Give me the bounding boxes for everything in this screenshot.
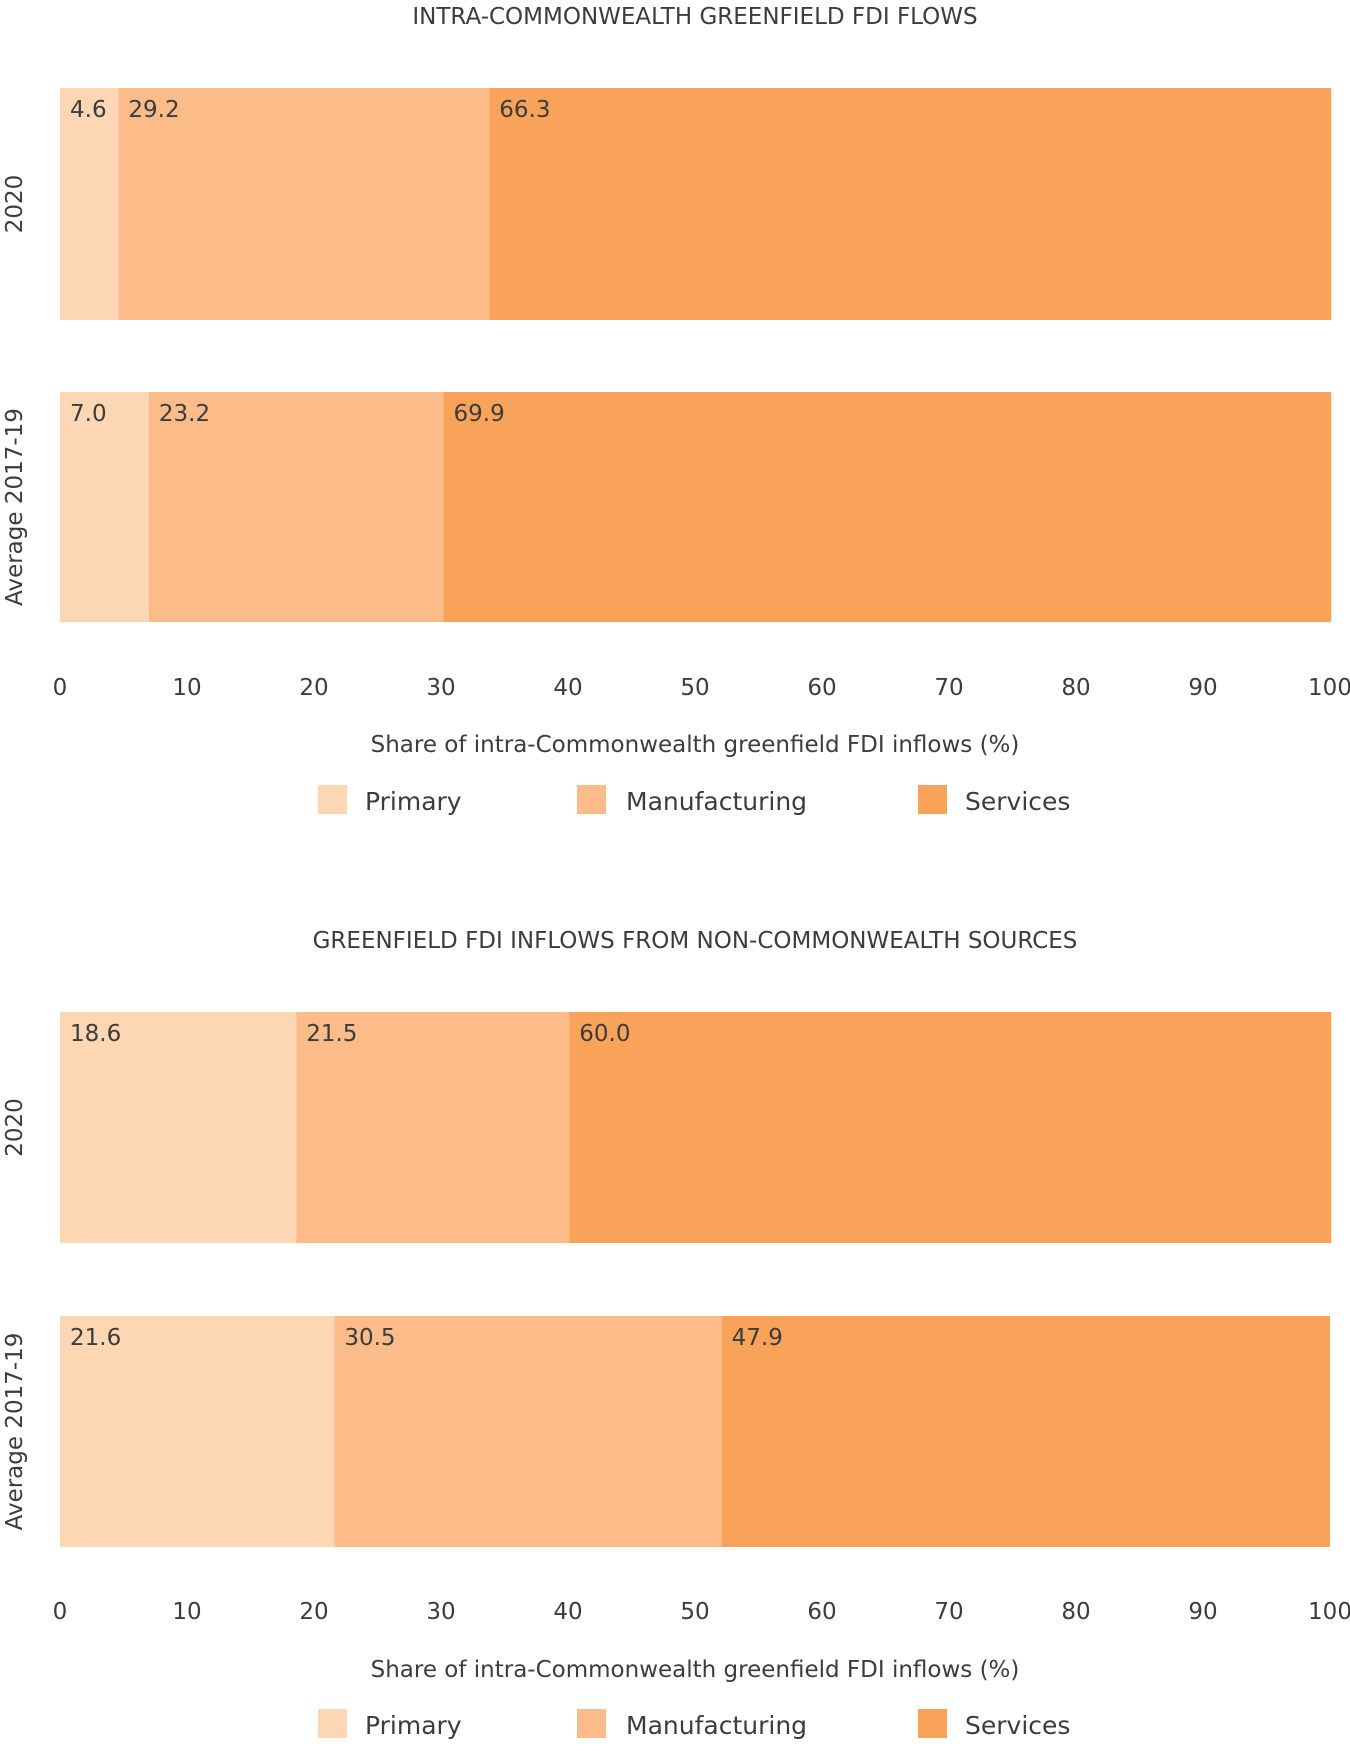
x-axis-label: Share of intra-Commonwealth greenfield F… xyxy=(371,1657,1020,1683)
category-label-average-2017-19: Average 2017-19 xyxy=(2,408,28,606)
data-label-primary-2020: 4.6 xyxy=(70,97,107,123)
chart-panel-1: INTRA-COMMONWEALTH GREENFIELD FDI FLOWS 4… xyxy=(2,4,1350,816)
x-tick-label: 10 xyxy=(172,675,201,701)
x-tick-label: 30 xyxy=(426,675,455,701)
legend-label-services: Services xyxy=(965,787,1070,816)
legend-swatch-services xyxy=(918,1709,947,1738)
data-label-manufacturing-average-2017-19: 23.2 xyxy=(159,401,210,427)
x-tick-label: 50 xyxy=(680,675,709,701)
data-label-primary-average-2017-19: 7.0 xyxy=(70,401,107,427)
data-label-primary-average-2017-19: 21.6 xyxy=(70,1325,121,1351)
bar-manufacturing-average-2017-19 xyxy=(148,392,444,622)
x-tick-label: 70 xyxy=(934,675,963,701)
legend-swatch-services xyxy=(918,785,947,814)
data-label-services-average-2017-19: 47.9 xyxy=(732,1325,783,1351)
x-tick-label: 10 xyxy=(172,1599,201,1625)
bar-manufacturing-2020 xyxy=(118,88,490,320)
x-tick-label: 100 xyxy=(1308,1599,1350,1625)
x-tick-label: 70 xyxy=(934,1599,963,1625)
data-label-manufacturing-2020: 29.2 xyxy=(128,97,179,123)
category-label-2020: 2020 xyxy=(2,175,28,234)
bar-services-2020 xyxy=(569,1012,1332,1243)
legend-swatch-manufacturing xyxy=(577,785,606,814)
legend-label-services: Services xyxy=(965,1711,1070,1740)
x-tick-label: 40 xyxy=(553,675,582,701)
x-axis-label: Share of intra-Commonwealth greenfield F… xyxy=(371,732,1020,758)
x-tick-label: 0 xyxy=(53,675,68,701)
chart-title: GREENFIELD FDI INFLOWS FROM NON-COMMONWE… xyxy=(313,928,1078,954)
x-tick-label: 100 xyxy=(1308,675,1350,701)
legend-label-primary: Primary xyxy=(365,787,462,816)
bar-manufacturing-2020 xyxy=(296,1012,570,1243)
x-tick-label: 40 xyxy=(553,1599,582,1625)
bar-primary-2020 xyxy=(60,88,119,320)
chart-panel-2: GREENFIELD FDI INFLOWS FROM NON-COMMONWE… xyxy=(2,928,1350,1740)
data-label-services-2020: 66.3 xyxy=(499,97,550,123)
bar-primary-average-2017-19 xyxy=(60,392,149,622)
bar-services-average-2017-19 xyxy=(721,1316,1330,1547)
bar-services-2020 xyxy=(489,88,1332,320)
data-label-services-2020: 60.0 xyxy=(579,1021,630,1047)
x-tick-label: 20 xyxy=(299,675,328,701)
x-tick-label: 30 xyxy=(426,1599,455,1625)
category-label-average-2017-19: Average 2017-19 xyxy=(2,1333,28,1531)
legend-label-manufacturing: Manufacturing xyxy=(626,1711,807,1740)
data-label-primary-2020: 18.6 xyxy=(70,1021,121,1047)
x-tick-label: 0 xyxy=(53,1599,68,1625)
bar-primary-2020 xyxy=(60,1012,297,1243)
category-label-2020: 2020 xyxy=(2,1098,28,1157)
x-tick-label: 60 xyxy=(807,1599,836,1625)
x-tick-label: 90 xyxy=(1188,1599,1217,1625)
x-tick-label: 80 xyxy=(1061,1599,1090,1625)
data-label-manufacturing-average-2017-19: 30.5 xyxy=(344,1325,395,1351)
bar-services-average-2017-19 xyxy=(443,392,1332,622)
x-tick-label: 20 xyxy=(299,1599,328,1625)
x-tick-label: 90 xyxy=(1188,675,1217,701)
legend-label-primary: Primary xyxy=(365,1711,462,1740)
bar-manufacturing-average-2017-19 xyxy=(334,1316,722,1547)
data-label-services-average-2017-19: 69.9 xyxy=(454,401,505,427)
legend-swatch-primary xyxy=(318,785,347,814)
data-label-manufacturing-2020: 21.5 xyxy=(306,1021,357,1047)
bar-primary-average-2017-19 xyxy=(60,1316,335,1547)
legend-label-manufacturing: Manufacturing xyxy=(626,787,807,816)
legend-swatch-manufacturing xyxy=(577,1709,606,1738)
x-tick-label: 50 xyxy=(680,1599,709,1625)
chart-title: INTRA-COMMONWEALTH GREENFIELD FDI FLOWS xyxy=(412,4,977,30)
legend-swatch-primary xyxy=(318,1709,347,1738)
x-tick-label: 80 xyxy=(1061,675,1090,701)
x-tick-label: 60 xyxy=(807,675,836,701)
